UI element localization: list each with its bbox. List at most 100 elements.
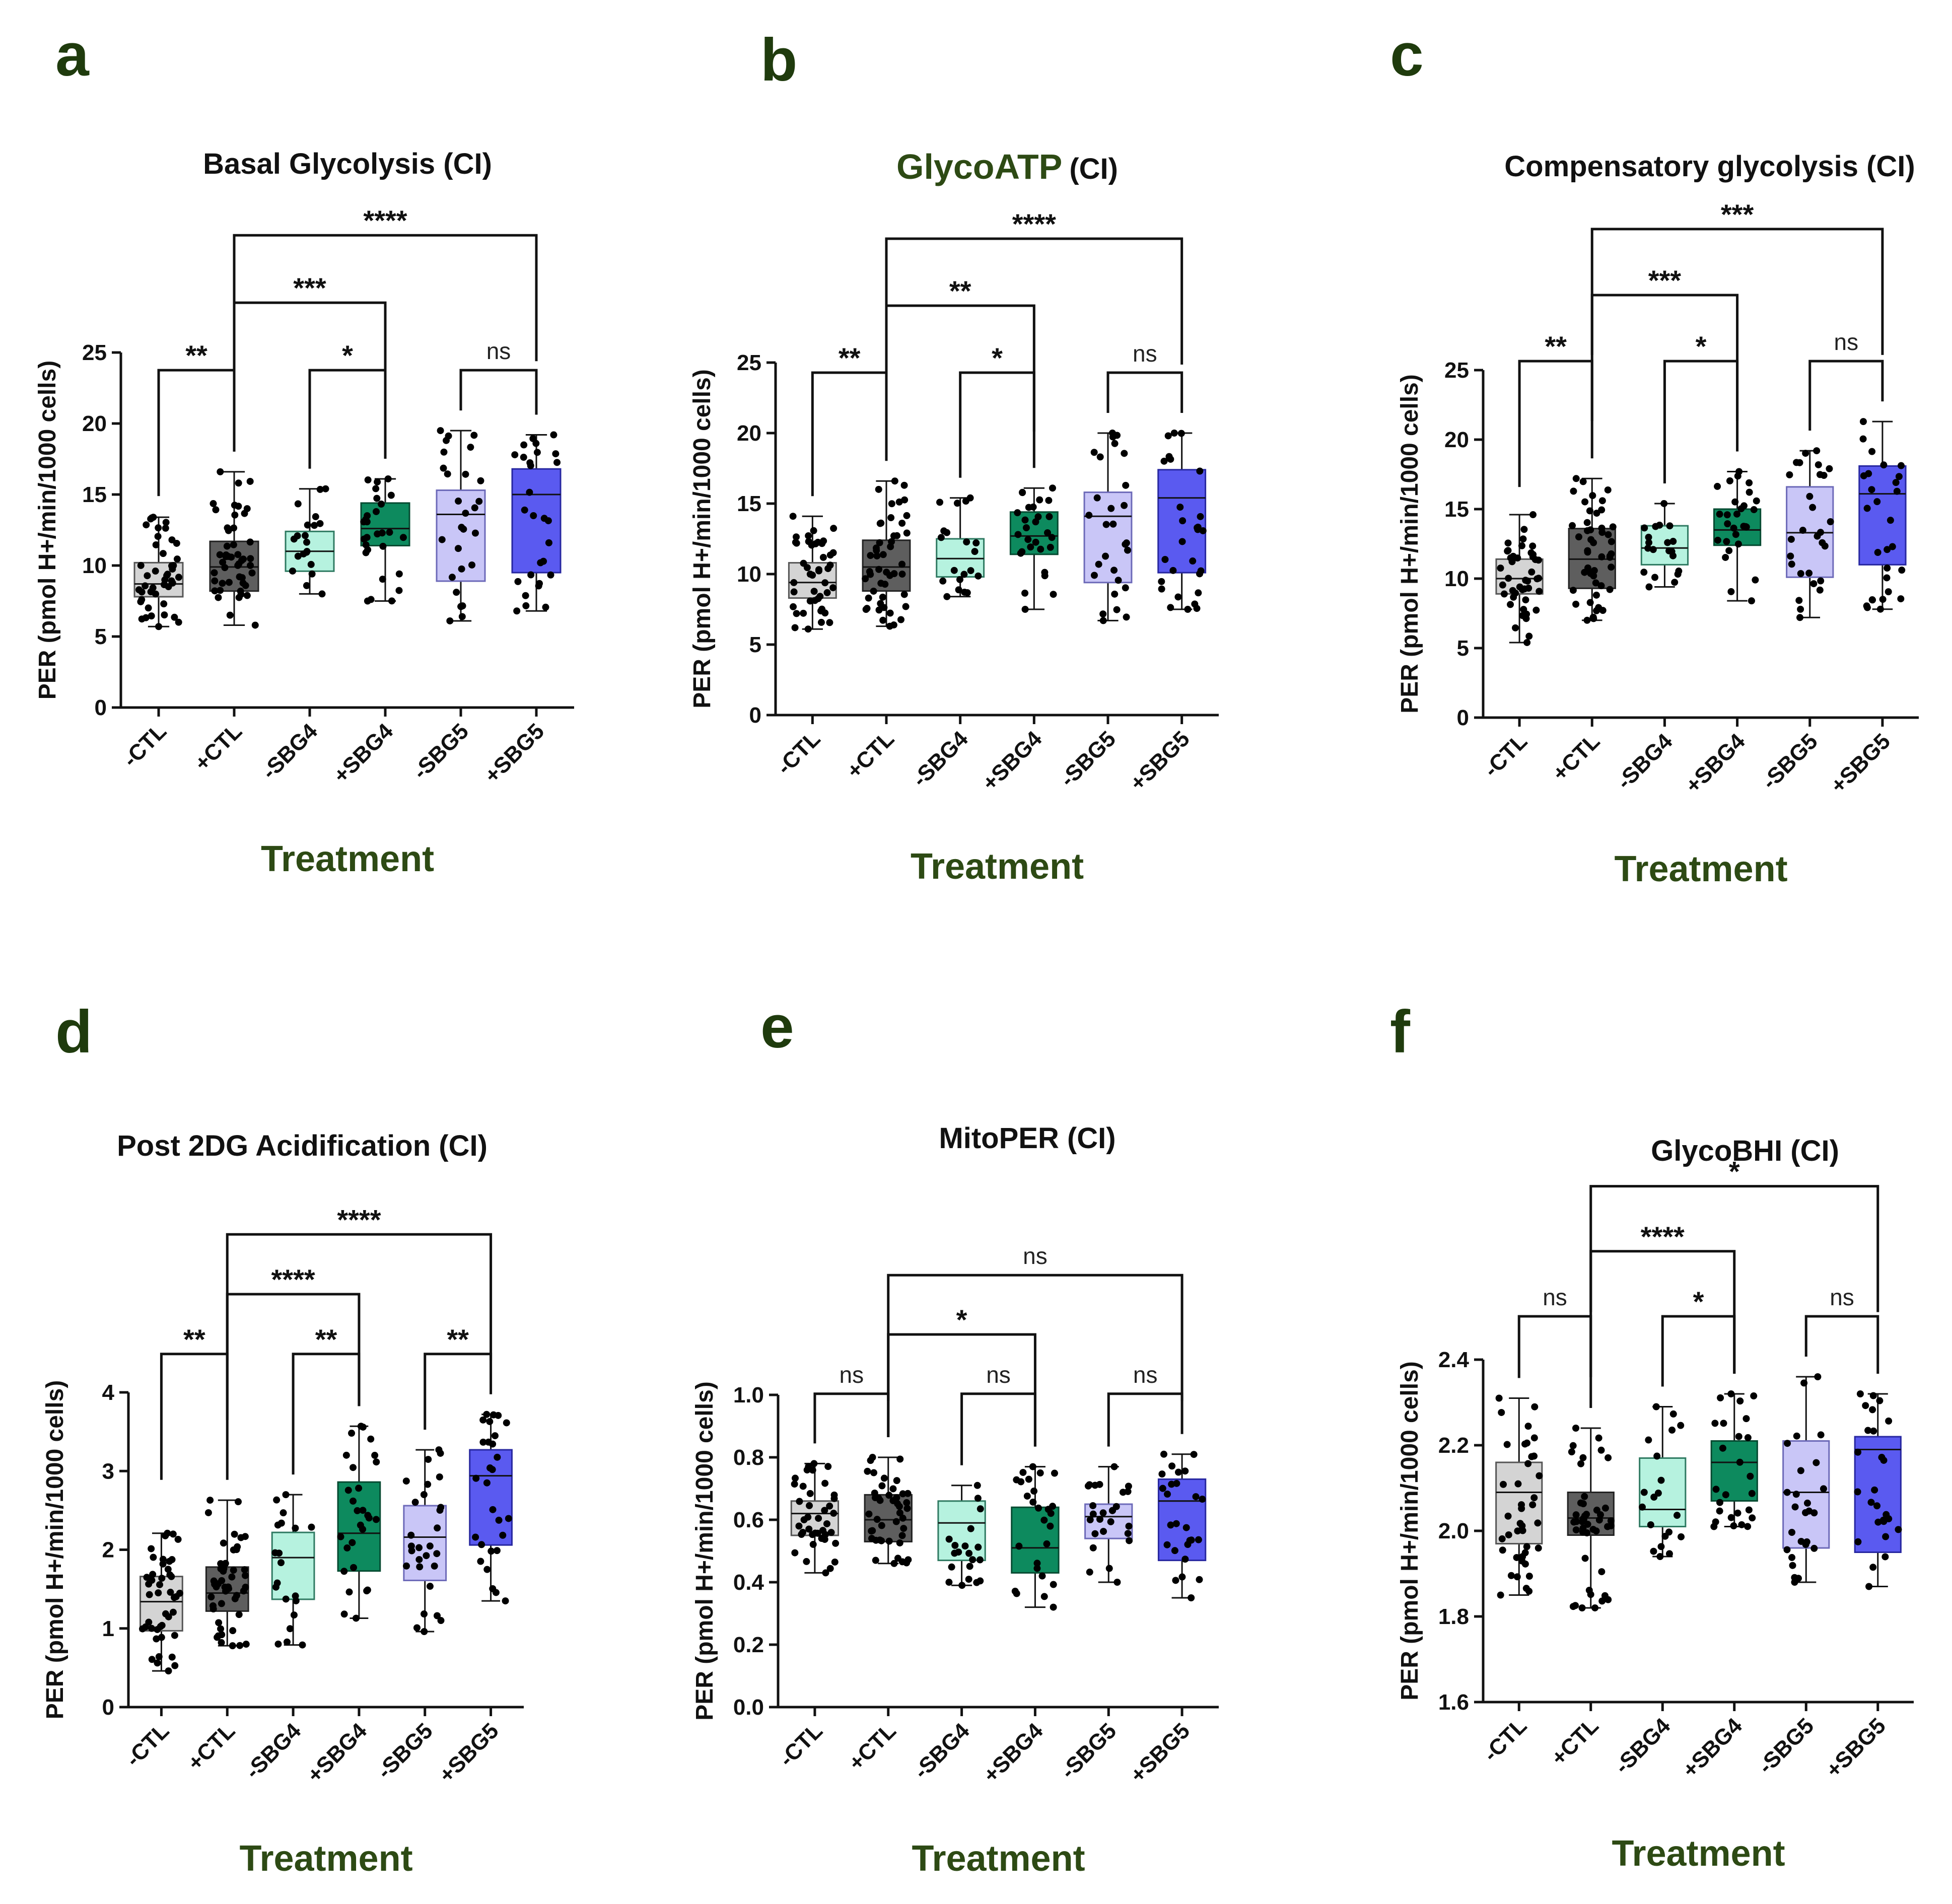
y-tick-label: 1.8 — [1438, 1604, 1469, 1629]
data-point — [148, 1545, 155, 1553]
data-point — [1023, 1492, 1031, 1500]
panel-d: d Post 2DG Acidification (CI) 0 1 2 3 4 PER (pm… — [42, 998, 524, 1879]
data-point — [1113, 606, 1121, 613]
data-point — [1731, 498, 1739, 506]
bracket-line — [459, 369, 538, 415]
data-point — [792, 533, 800, 541]
data-point — [271, 1549, 279, 1557]
data-point — [1503, 1441, 1511, 1448]
data-point — [292, 1592, 299, 1600]
data-point — [898, 560, 906, 568]
data-point — [1597, 582, 1605, 590]
data-point — [1661, 1532, 1669, 1540]
data-point — [1803, 1538, 1810, 1545]
data-point — [976, 1556, 984, 1564]
data-point — [169, 1530, 177, 1538]
data-point — [1184, 1541, 1192, 1548]
data-point — [289, 567, 296, 575]
data-point — [354, 1507, 361, 1514]
chart-title: Compensatory glycolysis (CI) — [1504, 150, 1915, 183]
data-point — [550, 431, 557, 439]
y-tick-label: 20 — [82, 411, 107, 436]
data-point — [1812, 1459, 1820, 1466]
data-point — [1529, 511, 1537, 519]
data-point — [1528, 1453, 1536, 1460]
chart-title: Basal Glycolysis (CI) — [203, 148, 492, 180]
data-point — [1869, 1406, 1876, 1414]
data-point — [511, 451, 519, 459]
data-point — [1606, 586, 1614, 593]
data-point — [1791, 1503, 1799, 1511]
data-point — [1196, 1576, 1203, 1583]
data-point — [294, 500, 302, 508]
data-point — [1536, 588, 1543, 595]
data-point — [1884, 565, 1891, 572]
data-point — [206, 1497, 214, 1504]
category-label: +SBG4 — [979, 1718, 1048, 1788]
data-point — [1504, 547, 1511, 555]
data-point — [900, 481, 908, 489]
data-point — [148, 1656, 156, 1663]
data-point — [971, 548, 979, 555]
data-point — [436, 1473, 443, 1480]
y-tick-label: 5 — [749, 632, 761, 657]
data-point — [223, 542, 231, 550]
box-+CTL — [1567, 1425, 1615, 1611]
category-label: +SBG4 — [329, 719, 398, 788]
data-point — [217, 468, 224, 475]
bracket-line — [157, 369, 236, 497]
data-point — [958, 1582, 966, 1589]
data-point — [514, 578, 522, 585]
data-point — [875, 606, 883, 614]
data-point — [1674, 571, 1682, 578]
significance-bracket: ** — [1518, 330, 1593, 487]
data-point — [1815, 461, 1822, 468]
data-point — [870, 1469, 878, 1476]
y-tick-label: 0.2 — [733, 1633, 764, 1657]
y-tick-label: 0 — [749, 703, 761, 728]
box--SBG5 — [1786, 447, 1834, 621]
significance-label: ns — [1834, 329, 1859, 355]
significance-label: * — [956, 1304, 967, 1335]
data-point — [475, 498, 483, 505]
data-point — [962, 498, 969, 505]
data-point — [809, 1531, 816, 1538]
bracket-line — [160, 1353, 229, 1480]
data-point — [1535, 556, 1542, 564]
data-point — [1649, 546, 1657, 553]
panel-letter: c — [1390, 21, 1424, 89]
data-point — [1583, 1529, 1591, 1537]
data-point — [943, 593, 951, 600]
chart-title: GlycoBHI (CI) — [1651, 1135, 1839, 1167]
data-point — [156, 1581, 164, 1588]
data-point — [1032, 518, 1039, 526]
data-point — [1873, 1502, 1881, 1510]
data-point — [878, 1537, 885, 1544]
data-point — [1024, 536, 1032, 543]
y-axis-title: PER (pmol H+/min/1000 cells) — [42, 1380, 68, 1720]
data-point — [1199, 1496, 1206, 1503]
data-point — [168, 1556, 176, 1564]
data-point — [1792, 1491, 1800, 1498]
data-point — [1590, 572, 1597, 580]
data-point — [1856, 1390, 1864, 1397]
y-tick-label: 1.6 — [1438, 1690, 1469, 1715]
data-point — [865, 594, 872, 602]
box-iqr — [469, 1449, 513, 1546]
significance-bracket: *** — [1590, 264, 1739, 421]
y-tick-label: 0.6 — [733, 1508, 764, 1532]
data-point — [425, 1456, 432, 1463]
data-point — [1124, 1488, 1132, 1495]
significance-bracket: ns — [813, 1362, 890, 1444]
data-point — [1783, 1546, 1791, 1554]
data-point — [822, 1569, 829, 1577]
data-point — [1854, 1448, 1862, 1456]
data-point — [1608, 563, 1615, 571]
data-point — [1122, 584, 1129, 592]
data-point — [234, 551, 242, 558]
data-point — [233, 1546, 240, 1554]
data-point — [1592, 591, 1600, 599]
data-point — [876, 539, 883, 546]
data-point — [1880, 461, 1888, 469]
